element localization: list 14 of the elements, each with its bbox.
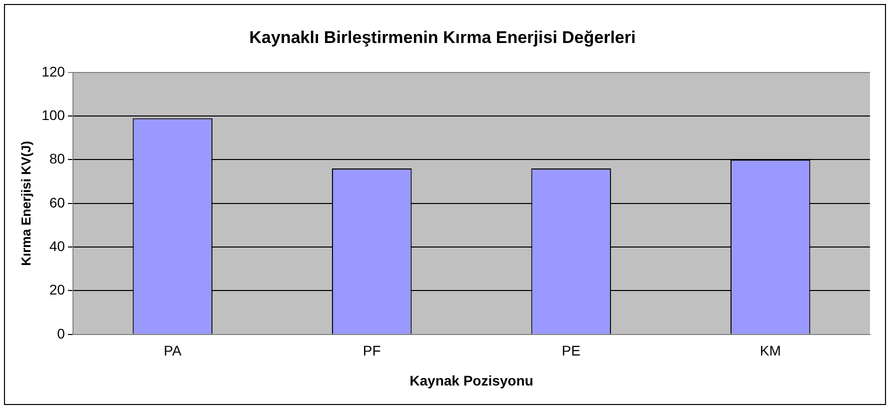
x-tick-label: PE: [562, 342, 580, 359]
y-tick-label: 0: [57, 325, 66, 342]
y-tick-label: 120: [42, 63, 66, 80]
y-tick-label: 20: [49, 282, 66, 298]
y-tick-label: 100: [42, 106, 66, 123]
y-tick-label: 60: [49, 194, 66, 210]
chart-title: Kaynaklı Birleştirmenin Kırma Enerjisi Değerleri: [249, 28, 636, 47]
x-tick-label: PF: [362, 342, 381, 359]
x-axis-title: Kaynak Pozisyonu: [410, 372, 534, 388]
y-tick-label: 80: [49, 150, 66, 167]
x-tick-label: KM: [760, 342, 781, 359]
y-tick-label: 40: [49, 238, 66, 254]
x-tick-label: PA: [164, 342, 182, 359]
y-axis-title: Kırma Enerjisi KV(J): [18, 140, 34, 266]
